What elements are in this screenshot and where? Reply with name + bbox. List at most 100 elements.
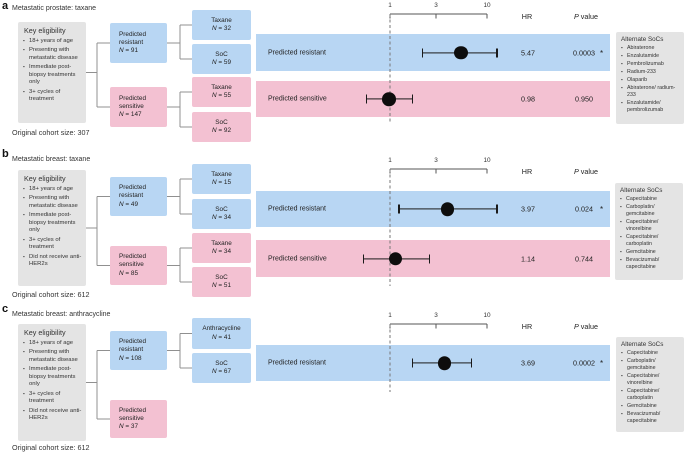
forest-row-label: Predicted resistant [268,205,326,213]
key-eligibility-box: Key eligibility 18+ years of agePresenti… [18,170,86,286]
list-item: Capecitabine/ carboplatin [621,388,681,402]
alternate-socs-box: Alternate SoCs CapecitabineCarboplatin/ … [615,183,683,280]
axis-tick-label: 3 [434,2,438,9]
panel-title: Metastatic breast: taxane [12,156,91,163]
flow-box-predicted-sensitive: Predicted sensitive N = 37 [110,400,167,438]
flow-box-n: N = 55 [211,92,232,99]
list-item: Abiraterone [621,45,681,52]
list-item: Carboplatin/ gemcitabine [621,358,681,372]
panel-letter: a [2,0,9,12]
forest-band-predicted-resistant: Predicted resistant 3.69 0.0002 * [256,345,610,381]
axis-tick-label: 3 [434,312,438,319]
list-item: Presenting with metastatic disease [23,47,83,62]
significance-star: * [600,48,604,58]
flow-box-n: N = 34 [211,248,232,255]
panel-letter: c [2,303,9,315]
ci-cap-high [496,204,498,214]
list-item: Carboplatin/ gemcitabine [620,204,680,218]
list-item: Presenting with metastatic disease [23,195,83,210]
key-eligibility-list: 18+ years of agePresenting with metastat… [23,186,83,269]
list-item: Immediate post-biopsy treatments only [23,366,83,389]
flow-box-soc-resistant: SoC N = 67 [192,353,251,383]
flow-box-taxane-resistant: Taxane N = 32 [192,10,251,40]
flow-box-taxane-resistant: Taxane N = 15 [192,164,251,194]
flow-box-n: N = 67 [211,368,232,375]
hr-value: 0.98 [521,94,535,104]
axis-tick-label: 3 [434,157,438,164]
list-item: Capecitabine/ vinorelbine [620,219,680,233]
flow-box-n: N = 32 [211,25,232,32]
list-item: Enzalutamide/ pembrolizumab [621,100,681,114]
flow-box-soc-resistant: SoC N = 59 [192,44,251,74]
alternate-socs-list: AbirateroneEnzalutamidePembrolizumabRadi… [621,45,681,114]
key-eligibility-list: 18+ years of agePresenting with metastat… [23,340,83,423]
list-item: 18+ years of age [23,186,83,194]
p-value-column-header: P value [574,167,598,176]
flow-box-label: SoC [215,50,228,58]
list-item: 18+ years of age [23,38,83,46]
ci-cap-low [398,204,400,214]
forest-band-predicted-sensitive: Predicted sensitive 1.14 0.744 [256,240,610,277]
flow-box-n: N = 108 [119,354,142,362]
alternate-socs-title: Alternate SoCs [621,341,664,348]
cohort-size-note: Original cohort size: 307 [12,128,90,137]
p-value: 0.744 [575,254,593,263]
alternate-socs-list: CapecitabineCarboplatin/ gemcitabineCape… [620,196,680,271]
list-item: Pembrolizumab [621,61,681,68]
ci-cap-low [365,94,368,104]
p-value-column-header: P value [574,12,598,21]
flow-box-label: Taxane [211,170,232,178]
flow-box-label: SoC [215,273,228,281]
ci-cap-low [422,48,424,57]
alternate-socs-list: CapecitabineCarboplatin/ gemcitabineCape… [621,350,681,425]
hr-dot [454,45,468,60]
key-eligibility-title: Key eligibility [24,174,66,183]
list-item: Olaparib [621,77,681,84]
flow-box-label: SoC [215,359,228,367]
list-item: Capecitabine [620,196,680,203]
hr-value: 3.97 [521,204,535,214]
flow-box-n: N = 15 [211,179,232,186]
p-value: 0.024 [575,204,593,214]
flow-box-anthracycline-resistant: Anthracycline N = 41 [192,318,251,349]
key-eligibility-box: Key eligibility 18+ years of agePresenti… [18,22,86,123]
forest-row-label: Predicted resistant [268,359,326,367]
list-item: Enzalutamide [621,53,681,60]
list-item: Did not receive anti-HER2s [23,408,83,423]
hr-dot [437,356,452,370]
flow-box-label: Taxane [211,16,232,24]
significance-star: * [600,358,604,368]
hr-dot [440,202,455,216]
list-item: Capecitabine/ vinorelbine [621,373,681,387]
list-item: Bevacizumab/ capecitabine [621,411,681,425]
list-item: 3+ cycles of treatment [23,391,83,406]
list-item: Gemcitabine [621,403,681,410]
forest-plot-area [256,240,610,277]
forest-plot-area [256,34,610,71]
hr-value: 5.47 [521,48,535,57]
forest-plot-area [256,345,610,381]
ci-cap-high [411,94,413,104]
flow-box-label: SoC [215,205,228,213]
flow-box-soc-sensitive: SoC N = 51 [192,267,251,297]
forest-row-label: Predicted sensitive [268,255,327,262]
list-item: Abiraterone/ radium-233 [621,85,681,99]
list-item: 3+ cycles of treatment [23,237,83,252]
list-item: Capecitabine/ carboplatin [620,234,680,248]
list-item: 3+ cycles of treatment [23,89,83,104]
flow-box-label: Taxane [211,83,232,91]
hr-dot [382,92,396,106]
hr-column-header: HR [521,167,533,176]
forest-plot-area [256,81,610,117]
flow-box-label: Taxane [211,239,232,247]
forest-band-predicted-resistant: Predicted resistant 5.47 0.0003 * [256,34,610,71]
key-eligibility-title: Key eligibility [24,328,66,337]
flow-box-soc-resistant: SoC N = 34 [192,199,251,229]
list-item: Radium-233 [621,69,681,76]
hr-dot [388,251,403,266]
flow-box-predicted-resistant: Predicted resistant N = 108 [110,331,167,370]
axis-tick-label: 1 [388,312,392,319]
ci-cap-low [411,358,413,368]
cohort-size-note: Original cohort size: 612 [12,443,90,452]
key-eligibility-list: 18+ years of agePresenting with metastat… [23,38,83,104]
